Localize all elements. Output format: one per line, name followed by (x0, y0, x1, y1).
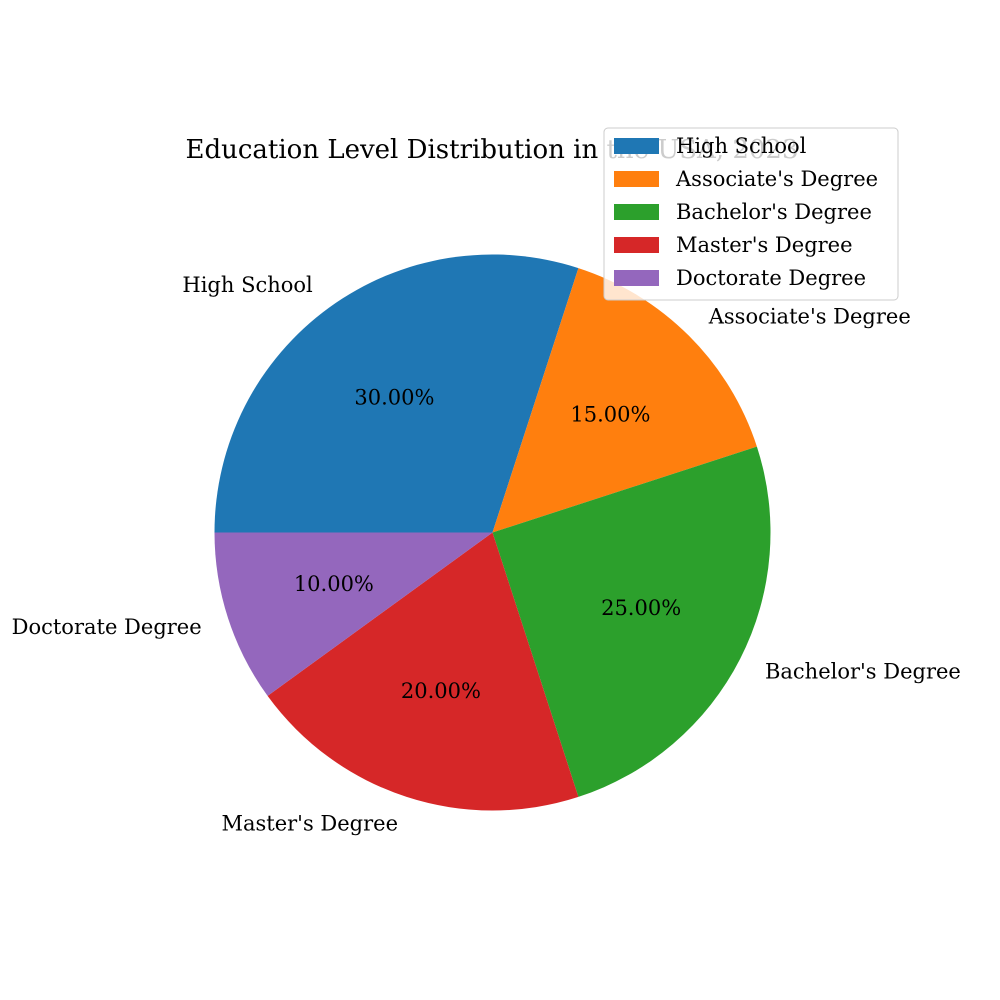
value-label-high-school: 30.00% (354, 386, 434, 410)
legend-label-associate-s-degree: Associate's Degree (675, 167, 878, 191)
legend-frame (603, 127, 899, 301)
legend-swatch-master-s-degree (614, 237, 659, 253)
legend-label-master-s-degree: Master's Degree (676, 233, 853, 257)
slice-master-s-degree (267, 532, 579, 811)
pie-labels: High School 30.00% Associate's Degree 15.00… (12, 273, 961, 835)
slice-label-doctorate-degree: Doctorate Degree (12, 615, 202, 639)
legend-swatch-bachelor-s-degree (614, 204, 659, 220)
legend-swatch-doctorate-degree (614, 270, 659, 286)
legend: High School Associate's Degree Bachelor's … (603, 127, 899, 301)
value-label-associate-s-degree: 15.00% (570, 403, 650, 427)
slice-label-master-s-degree: Master's Degree (221, 811, 398, 835)
slice-label-associate-s-degree: Associate's Degree (708, 304, 911, 328)
pie-slices (214, 254, 771, 811)
legend-label-doctorate-degree: Doctorate Degree (676, 266, 866, 290)
legend-swatch-associate-s-degree (614, 171, 659, 187)
slice-associate-s-degree (492, 268, 757, 533)
value-label-doctorate-degree: 10.00% (294, 572, 374, 596)
slice-high-school (214, 254, 579, 533)
value-label-master-s-degree: 20.00% (401, 679, 481, 703)
legend-label-high-school: High School (676, 134, 807, 158)
slice-doctorate-degree (214, 532, 493, 696)
legend-items: High School Associate's Degree Bachelor's … (614, 134, 878, 290)
legend-label-bachelor-s-degree: Bachelor's Degree (676, 200, 872, 224)
legend-swatch-high-school (614, 138, 659, 154)
slice-label-bachelor-s-degree: Bachelor's Degree (765, 659, 961, 683)
slice-label-high-school: High School (182, 273, 313, 297)
value-label-bachelor-s-degree: 25.00% (601, 596, 681, 620)
slice-bachelor-s-degree (492, 446, 771, 797)
